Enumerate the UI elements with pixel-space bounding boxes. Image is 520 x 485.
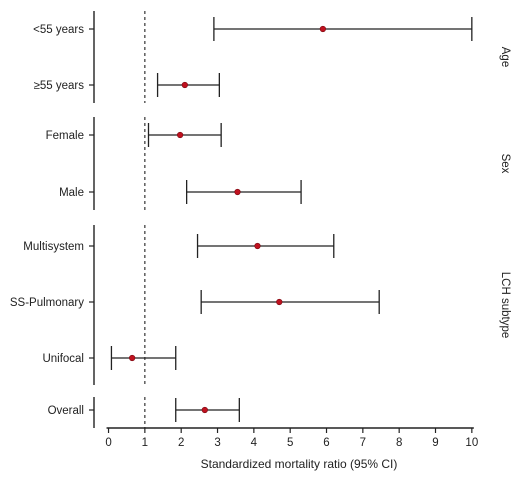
panel-4: Overall [48,397,240,428]
point-estimate [319,25,326,33]
x-tick-label: 6 [323,437,329,449]
point-estimate [276,298,283,306]
row-label: ≥55 years [34,80,85,92]
point-estimate [181,81,188,89]
panels-layer: Age <55 years ≥55 years Sex Female Male LCH su… [10,11,511,428]
group-label: LCH subtype [499,272,511,338]
row-label: Female [46,130,84,142]
point-estimate [234,188,241,196]
x-tick-label: 4 [251,437,258,449]
point-estimate [129,354,136,362]
x-tick-label: 1 [142,437,148,449]
x-tick-label: 7 [360,437,366,449]
point-estimate [201,406,208,414]
x-tick-label: 3 [214,437,220,449]
row-label: <55 years [33,24,84,36]
x-tick-label: 10 [465,437,478,449]
x-tick-label: 9 [432,437,438,449]
panel-2: Sex Female Male [46,117,511,210]
x-tick-label: 5 [287,437,293,449]
row-label: Unifocal [42,353,84,365]
point-estimate [177,131,184,139]
point-estimate [254,242,261,250]
x-tick-label: 8 [396,437,402,449]
row-label: Overall [48,405,84,417]
group-label: Age [499,47,511,67]
panel-3: LCH subtype Multisystem SS-Pulmonary Unifoc… [10,225,511,385]
x-axis-title: Standardized mortality ratio (95% CI) [201,457,398,471]
x-tick-label: 0 [105,437,111,449]
x-axis: 0 1 2 3 4 5 6 7 8 9 10 [105,427,478,449]
row-label: Male [59,187,84,199]
row-label: Multisystem [23,241,84,253]
row-label: SS-Pulmonary [10,297,84,309]
panel-1: Age <55 years ≥55 years [33,11,511,103]
group-label: Sex [499,154,511,174]
x-tick-label: 2 [178,437,184,449]
